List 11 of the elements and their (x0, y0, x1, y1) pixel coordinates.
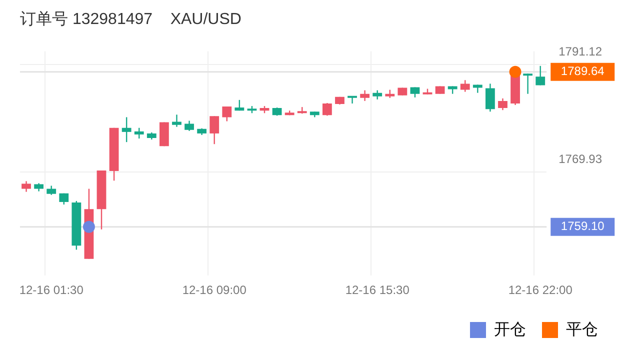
x-tick-label: 12-16 01:30 (19, 283, 84, 298)
legend-label: 平仓 (566, 321, 598, 338)
y-tick-label: 1769.93 (558, 152, 602, 166)
y-tick-label: 1791.12 (558, 44, 602, 59)
ref-line-label: 1789.64 (560, 64, 605, 78)
x-tick-label: 12-16 09:00 (182, 283, 247, 298)
legend-label: 开仓 (494, 321, 526, 338)
ref-line-label: 1759.10 (560, 219, 605, 234)
x-tick-label: 12-16 22:00 (508, 283, 573, 298)
chart-title: 订单号 132981497 XAU/USD (20, 10, 242, 28)
x-tick-label: 12-16 15:30 (345, 283, 410, 298)
